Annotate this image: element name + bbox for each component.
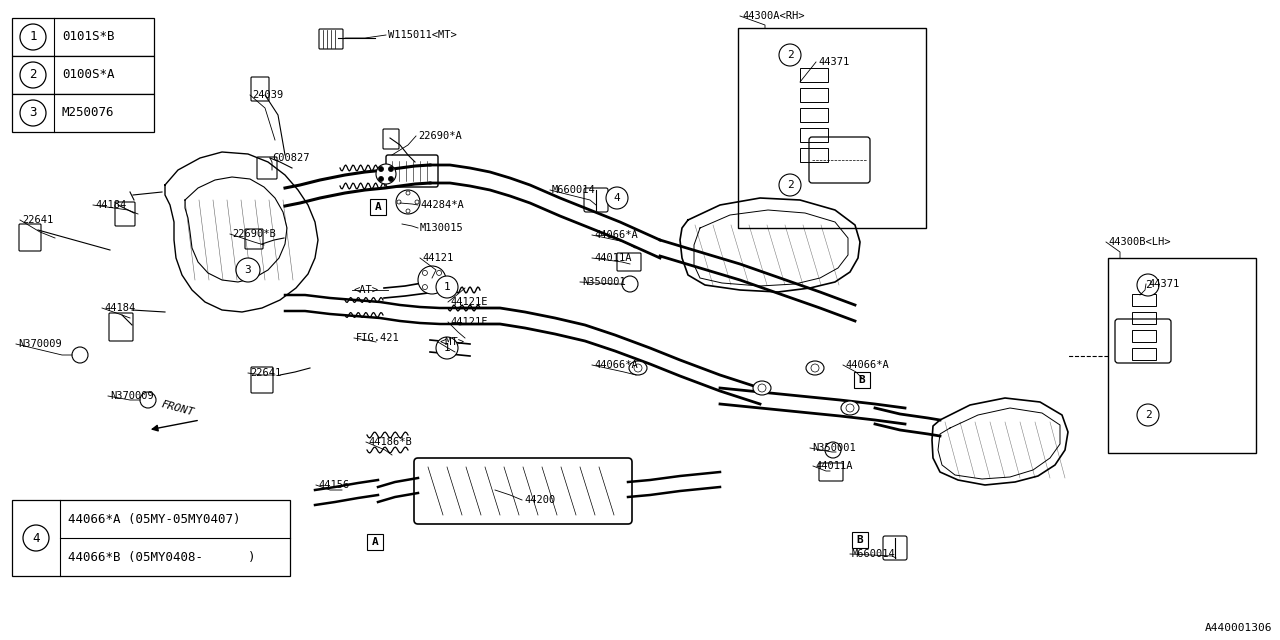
FancyBboxPatch shape [12, 18, 154, 56]
Circle shape [436, 285, 442, 289]
Text: 44066*B (05MY0408-      ): 44066*B (05MY0408- ) [68, 550, 256, 563]
Text: 44300A<RH>: 44300A<RH> [742, 11, 805, 21]
Text: 2: 2 [1144, 280, 1152, 290]
Text: M660014: M660014 [552, 185, 595, 195]
Text: M130015: M130015 [420, 223, 463, 233]
Circle shape [415, 200, 419, 204]
FancyBboxPatch shape [852, 532, 868, 548]
Text: 44121F: 44121F [451, 317, 488, 327]
Text: 44121: 44121 [422, 253, 453, 263]
Text: 24039: 24039 [252, 90, 283, 100]
Circle shape [376, 164, 396, 184]
Text: A440001306: A440001306 [1204, 623, 1272, 633]
Circle shape [780, 44, 801, 66]
Circle shape [72, 347, 88, 363]
Text: 2: 2 [1144, 410, 1152, 420]
Text: 2: 2 [787, 50, 794, 60]
Text: FIG.421: FIG.421 [356, 333, 399, 343]
Circle shape [396, 190, 420, 214]
Text: 22690*A: 22690*A [419, 131, 462, 141]
Text: B: B [856, 535, 864, 545]
Text: 1: 1 [444, 282, 451, 292]
Ellipse shape [806, 361, 824, 375]
Circle shape [1137, 404, 1158, 426]
Text: 44066*A: 44066*A [594, 360, 637, 370]
Circle shape [20, 100, 46, 126]
Circle shape [236, 258, 260, 282]
Circle shape [406, 191, 410, 195]
Text: 44121E: 44121E [451, 297, 488, 307]
Circle shape [622, 276, 637, 292]
Text: 22641: 22641 [250, 368, 282, 378]
Text: 44066*A: 44066*A [594, 230, 637, 240]
Ellipse shape [841, 401, 859, 415]
Text: 44066*A (05MY-05MY0407): 44066*A (05MY-05MY0407) [68, 513, 241, 525]
Circle shape [140, 392, 156, 408]
Text: FRONT: FRONT [160, 399, 196, 417]
Text: 3: 3 [29, 106, 37, 120]
Circle shape [379, 177, 384, 182]
Text: 44011A: 44011A [815, 461, 852, 471]
Text: N370009: N370009 [18, 339, 61, 349]
Text: 22641: 22641 [22, 215, 54, 225]
Text: 22690*B: 22690*B [232, 229, 275, 239]
Text: 4: 4 [613, 193, 621, 203]
FancyBboxPatch shape [12, 94, 154, 132]
Circle shape [388, 166, 393, 172]
Circle shape [436, 337, 458, 359]
Text: <AT>: <AT> [355, 285, 379, 295]
Circle shape [758, 384, 765, 392]
Text: <MT>: <MT> [440, 337, 465, 347]
Text: 0100S*A: 0100S*A [61, 68, 114, 81]
Circle shape [23, 525, 49, 551]
Circle shape [436, 276, 458, 298]
Text: N350001: N350001 [582, 277, 626, 287]
Text: 44156: 44156 [317, 480, 349, 490]
Circle shape [812, 364, 819, 372]
Circle shape [419, 266, 445, 294]
Text: 44184: 44184 [95, 200, 127, 210]
Circle shape [1137, 274, 1158, 296]
Text: 44284*A: 44284*A [420, 200, 463, 210]
Text: B: B [859, 375, 865, 385]
Text: 44200: 44200 [524, 495, 556, 505]
Text: 44184: 44184 [104, 303, 136, 313]
FancyBboxPatch shape [12, 500, 291, 576]
Circle shape [846, 404, 854, 412]
Circle shape [397, 200, 401, 204]
Circle shape [436, 271, 442, 275]
Text: N370009: N370009 [110, 391, 154, 401]
Text: 44371: 44371 [818, 57, 849, 67]
Circle shape [379, 166, 384, 172]
Circle shape [388, 177, 393, 182]
Circle shape [422, 271, 428, 275]
Text: N350001: N350001 [812, 443, 856, 453]
FancyBboxPatch shape [370, 199, 387, 215]
Text: M250076: M250076 [61, 106, 114, 120]
FancyBboxPatch shape [854, 372, 870, 388]
FancyBboxPatch shape [367, 534, 383, 550]
FancyBboxPatch shape [12, 56, 154, 94]
Circle shape [20, 24, 46, 50]
Circle shape [422, 285, 428, 289]
Text: 2: 2 [29, 68, 37, 81]
Text: A: A [375, 202, 381, 212]
Text: A: A [371, 537, 379, 547]
Text: 2: 2 [787, 180, 794, 190]
Text: 44186*B: 44186*B [369, 437, 412, 447]
Text: 44300B<LH>: 44300B<LH> [1108, 237, 1170, 247]
Text: 0101S*B: 0101S*B [61, 31, 114, 44]
Text: C00827: C00827 [273, 153, 310, 163]
Text: 1: 1 [29, 31, 37, 44]
Circle shape [605, 187, 628, 209]
Text: 44011A: 44011A [594, 253, 631, 263]
Text: M660014: M660014 [852, 549, 896, 559]
Text: 44371: 44371 [1148, 279, 1179, 289]
Ellipse shape [753, 381, 771, 395]
Circle shape [406, 209, 410, 213]
Circle shape [20, 62, 46, 88]
Circle shape [780, 174, 801, 196]
Text: 4: 4 [32, 531, 40, 545]
Ellipse shape [628, 361, 646, 375]
